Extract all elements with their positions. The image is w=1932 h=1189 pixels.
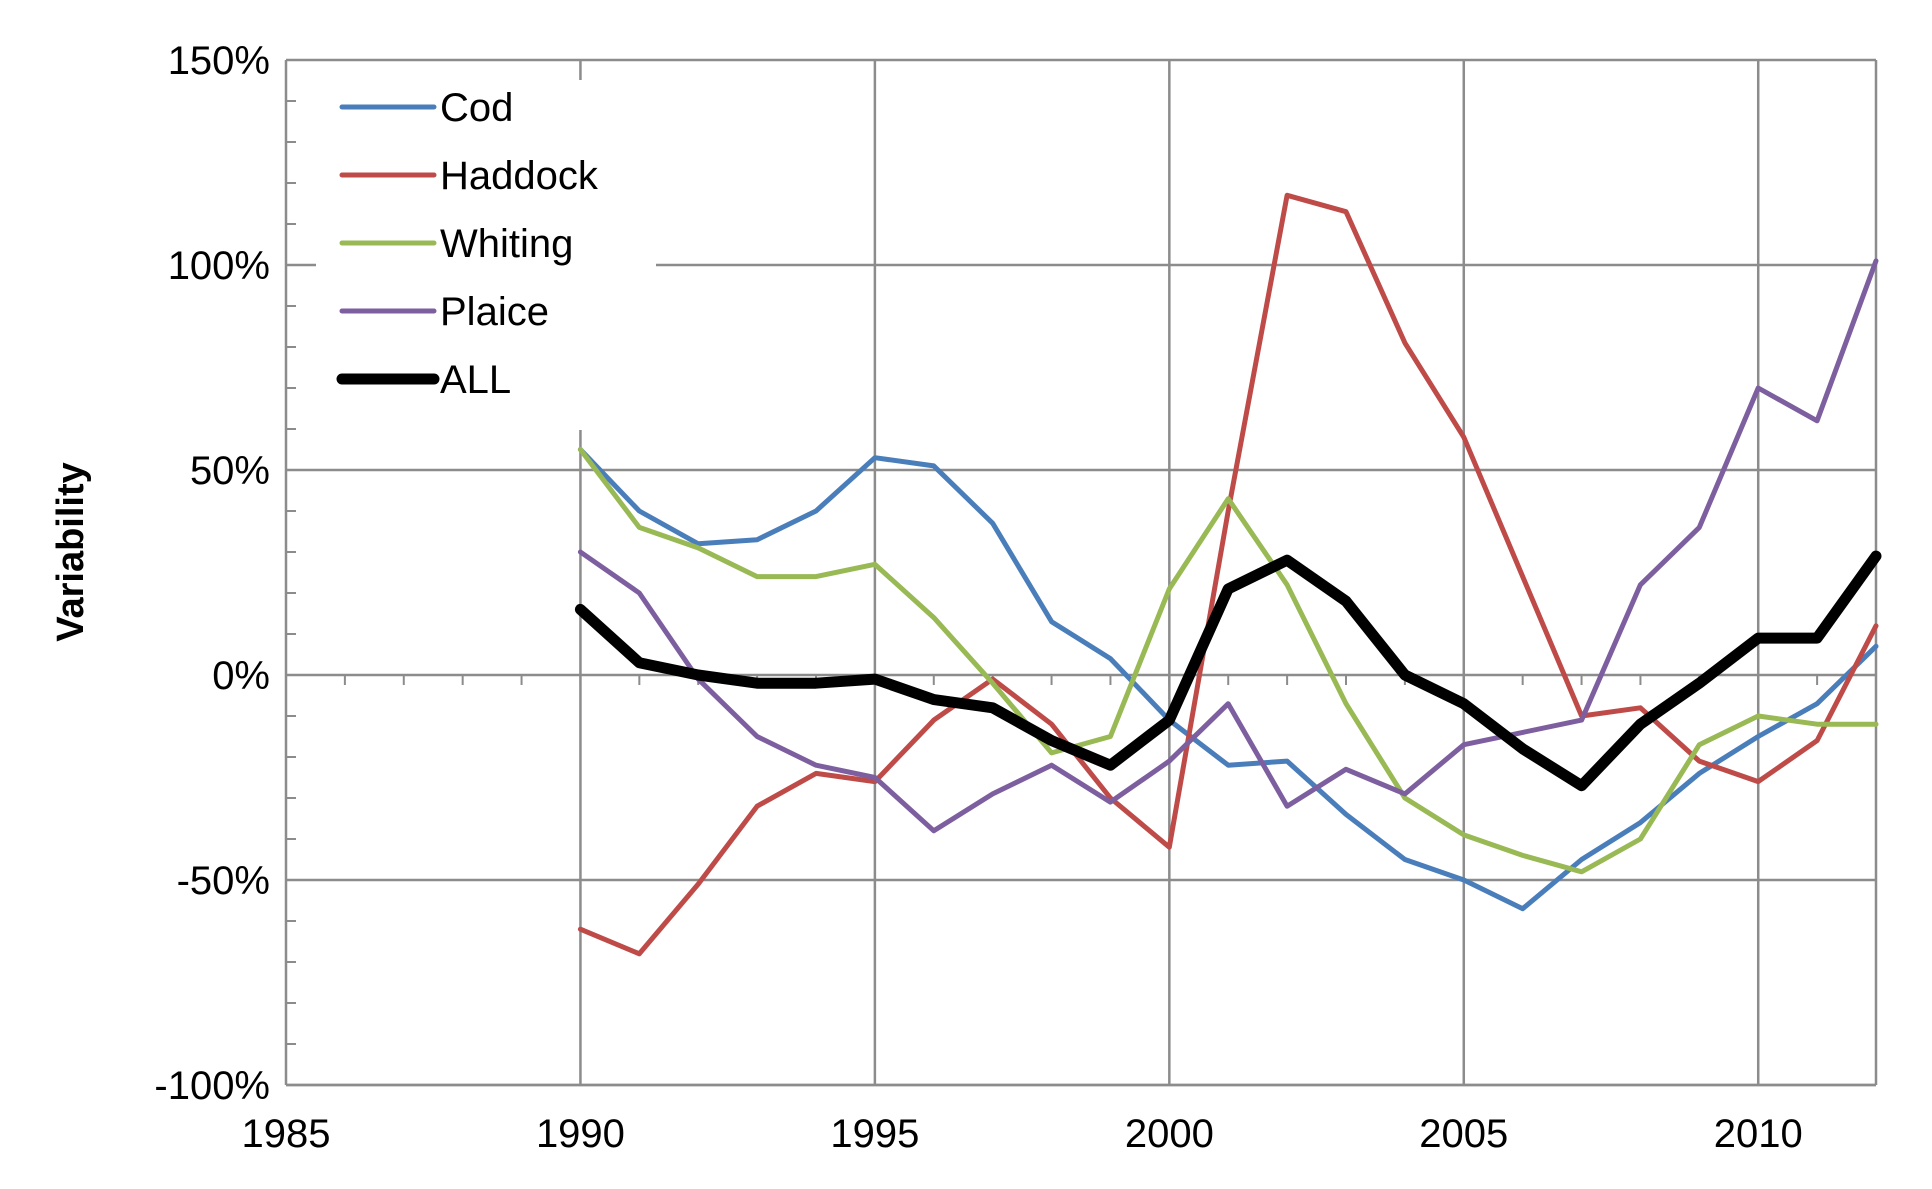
gridlines (286, 58, 1878, 1087)
legend: Cod Haddock Whiting Plaice ALL (316, 80, 656, 430)
x-tick-label: 2010 (1714, 1112, 1803, 1156)
y-tick-label: 50% (190, 449, 270, 493)
legend-label: Whiting (440, 222, 573, 266)
x-tick-label: 2005 (1419, 1112, 1508, 1156)
axes: -100% -50% 0% 50% 100% 150% 1985 1990 1995 2000 20… (154, 39, 1877, 1156)
y-tick-label: -50% (177, 859, 270, 903)
y-tick-label: 100% (168, 244, 270, 288)
x-tick-label: 1990 (536, 1112, 625, 1156)
legend-label: Plaice (440, 290, 549, 334)
x-tick-label: 1995 (830, 1112, 919, 1156)
series-lines (574, 192, 1882, 957)
legend-label: Haddock (440, 154, 599, 198)
series-line-haddock (577, 192, 1879, 957)
y-axis-title: Variability (50, 462, 92, 642)
series-line-whiting (577, 447, 1879, 875)
y-tick-label: -100% (154, 1064, 270, 1108)
x-tick-label: 1985 (242, 1112, 331, 1156)
x-tick-label: 2000 (1125, 1112, 1214, 1156)
y-tick-label: 0% (212, 654, 270, 698)
y-tick-label: 150% (168, 39, 270, 83)
legend-background (316, 80, 656, 430)
legend-label: ALL (440, 358, 511, 402)
series-line-all (574, 550, 1882, 792)
legend-label: Cod (440, 86, 513, 130)
series-line-plaice (577, 258, 1879, 834)
